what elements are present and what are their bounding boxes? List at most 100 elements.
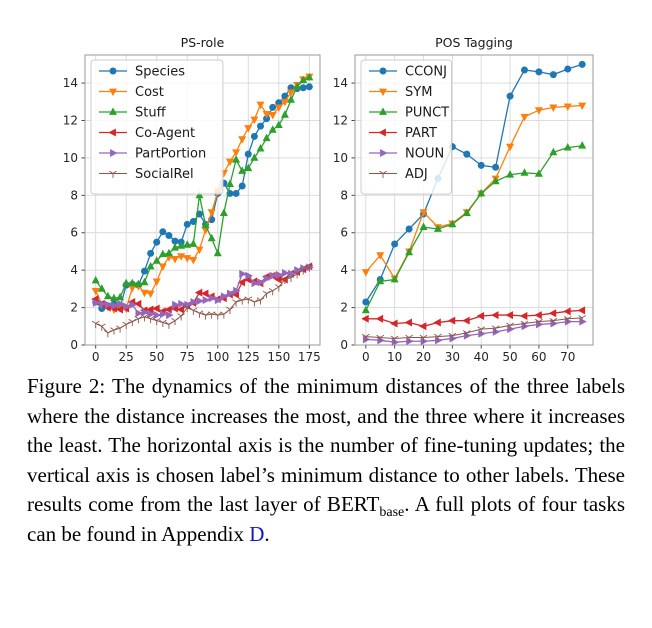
series-marker <box>239 269 247 278</box>
series-marker <box>128 318 137 327</box>
series-marker <box>164 248 173 257</box>
series-marker <box>299 84 307 92</box>
series-marker <box>227 289 235 298</box>
legend-label: PUNCT <box>405 106 449 121</box>
series-marker <box>549 317 558 326</box>
series-marker <box>376 334 385 343</box>
caption-text-after: . A full plots of four tasks can be foun… <box>27 492 626 546</box>
series-marker <box>281 276 289 285</box>
ps-role-chart: PS-role 0 25 50 75 100 125 150 175 0 2 4 6 8 10 12 14 Spe… <box>63 35 321 364</box>
series-marker <box>362 335 371 344</box>
series-marker <box>202 296 211 305</box>
series-marker <box>153 311 162 320</box>
series-marker <box>375 314 384 323</box>
series-marker <box>433 318 441 327</box>
series-marker <box>225 158 234 167</box>
series-marker <box>189 256 198 265</box>
series-marker <box>140 314 149 322</box>
series-marker <box>226 306 234 314</box>
series-marker <box>116 292 125 301</box>
series-marker <box>406 337 414 346</box>
appendix-d-link[interactable]: D <box>249 521 265 546</box>
series-marker <box>534 311 542 320</box>
series-marker <box>305 83 313 91</box>
series-marker <box>507 325 515 334</box>
series-marker <box>306 263 314 272</box>
series-marker <box>244 150 252 158</box>
series-marker <box>563 307 571 316</box>
series-marker <box>189 218 197 226</box>
series-marker <box>462 316 470 325</box>
series-marker <box>109 170 117 178</box>
series-marker <box>159 310 168 319</box>
series-marker <box>419 209 428 217</box>
series-marker <box>183 255 192 263</box>
legend-label: CCONJ <box>405 65 447 80</box>
series-marker <box>201 220 210 229</box>
series-marker <box>462 330 471 338</box>
series-marker <box>166 311 174 320</box>
series-marker <box>520 113 529 122</box>
series-marker <box>578 315 587 323</box>
series-marker <box>177 241 186 249</box>
series-marker <box>305 72 314 81</box>
series-marker <box>134 316 143 324</box>
series-marker <box>146 290 155 299</box>
series-marker <box>434 333 442 342</box>
x-tick-label: 150 <box>267 350 290 364</box>
series-marker <box>129 300 137 309</box>
series-marker <box>492 163 500 171</box>
series-marker <box>244 125 253 133</box>
series-marker <box>110 327 118 335</box>
series-marker <box>108 128 116 137</box>
series-marker <box>299 75 308 84</box>
series-marker <box>549 71 557 79</box>
series-marker <box>361 314 369 323</box>
series-marker <box>280 98 289 107</box>
series-marker <box>390 319 398 328</box>
series-marker <box>225 179 234 187</box>
series-marker <box>506 143 515 152</box>
series-marker <box>294 266 302 275</box>
series-marker <box>158 249 167 258</box>
series-marker <box>477 188 486 197</box>
chart-title: PS-role <box>181 35 225 50</box>
series-marker <box>492 327 501 336</box>
series-marker <box>379 88 387 97</box>
series-marker <box>534 169 543 177</box>
series-marker <box>213 248 222 257</box>
series-marker <box>152 256 161 264</box>
series-marker <box>275 270 284 279</box>
series-marker <box>122 278 131 287</box>
series-marker <box>535 318 543 327</box>
series-marker <box>158 319 167 328</box>
chart-title: POS Tagging <box>435 35 513 50</box>
series-marker <box>238 136 247 144</box>
series-marker <box>462 208 471 216</box>
series-marker <box>379 67 387 75</box>
figure-2-plots: PS-role 0 25 50 75 100 125 150 175 0 2 4 6 8 10 12 14 Spe… <box>63 35 594 364</box>
bert-base-subscript: base <box>379 505 405 521</box>
series-marker <box>97 323 106 331</box>
series-marker <box>109 88 117 97</box>
x-tick-label: 25 <box>119 350 134 364</box>
series-marker <box>135 309 144 318</box>
series-marker <box>110 149 118 157</box>
series-marker <box>111 301 119 310</box>
series-marker <box>177 253 186 261</box>
series-marker <box>152 304 160 313</box>
y-tick-label: 2 <box>70 301 78 315</box>
series-marker <box>579 317 587 326</box>
series-marker <box>376 276 385 285</box>
x-tick-label: 75 <box>180 350 195 364</box>
series-marker <box>405 225 413 233</box>
series-marker <box>391 338 400 347</box>
y-tick-label: 12 <box>333 113 348 127</box>
series-marker <box>477 326 486 334</box>
y-tick-label: 14 <box>63 76 78 90</box>
series-marker <box>147 310 156 319</box>
series-marker <box>109 67 117 75</box>
series-marker <box>578 141 587 149</box>
series-marker <box>478 329 486 338</box>
